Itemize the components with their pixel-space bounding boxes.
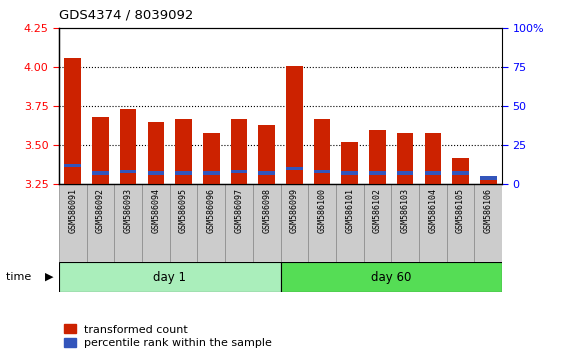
Bar [65, 58, 81, 184]
Bar [231, 119, 247, 184]
Bar [475, 184, 502, 262]
Bar [175, 171, 192, 175]
Text: GSM586101: GSM586101 [345, 188, 354, 233]
Bar [452, 171, 469, 175]
Text: GSM586095: GSM586095 [179, 188, 188, 233]
Bar [203, 133, 219, 184]
Bar [280, 184, 308, 262]
Bar [447, 184, 475, 262]
Bar [369, 171, 386, 175]
Bar [480, 176, 496, 179]
Bar [425, 133, 441, 184]
Bar [314, 170, 330, 173]
Bar [92, 171, 109, 175]
Bar [114, 184, 142, 262]
Text: GSM586094: GSM586094 [151, 188, 160, 233]
Bar [369, 130, 386, 184]
Text: GSM586104: GSM586104 [429, 188, 438, 233]
Bar [286, 167, 303, 170]
Text: GSM586096: GSM586096 [207, 188, 216, 233]
Bar [364, 184, 392, 262]
Text: GSM586100: GSM586100 [318, 188, 327, 233]
Text: GSM586092: GSM586092 [96, 188, 105, 233]
Bar [59, 184, 86, 262]
Bar [452, 158, 469, 184]
Bar [392, 184, 419, 262]
Bar [258, 125, 275, 184]
Bar [225, 184, 253, 262]
Text: GSM586091: GSM586091 [68, 188, 77, 233]
Bar [120, 109, 136, 184]
Bar [397, 133, 413, 184]
Text: time: time [6, 272, 34, 282]
Bar [342, 142, 358, 184]
Bar [336, 184, 364, 262]
Text: GSM586103: GSM586103 [401, 188, 410, 233]
Text: GSM586093: GSM586093 [123, 188, 132, 233]
Bar [175, 119, 192, 184]
Bar [253, 184, 280, 262]
Text: GSM586098: GSM586098 [262, 188, 271, 233]
Bar [148, 171, 164, 175]
Text: GSM586105: GSM586105 [456, 188, 465, 233]
Text: GSM586106: GSM586106 [484, 188, 493, 233]
Text: GSM586097: GSM586097 [234, 188, 243, 233]
Bar [86, 184, 114, 262]
Bar [286, 66, 303, 184]
Bar [308, 184, 336, 262]
Bar [142, 184, 169, 262]
Bar [342, 171, 358, 175]
Text: GSM586099: GSM586099 [290, 188, 299, 233]
Text: GSM586102: GSM586102 [373, 188, 382, 233]
Bar [258, 171, 275, 175]
Bar [120, 170, 136, 173]
Text: ▶: ▶ [45, 272, 53, 282]
Bar [59, 262, 280, 292]
Bar [280, 262, 502, 292]
Bar [169, 184, 197, 262]
Legend: transformed count, percentile rank within the sample: transformed count, percentile rank withi… [65, 324, 272, 348]
Text: GDS4374 / 8039092: GDS4374 / 8039092 [59, 9, 194, 22]
Bar [231, 170, 247, 173]
Bar [65, 164, 81, 167]
Bar [148, 122, 164, 184]
Bar [92, 117, 109, 184]
Bar [197, 184, 225, 262]
Bar [314, 119, 330, 184]
Bar [419, 184, 447, 262]
Text: day 1: day 1 [153, 270, 186, 284]
Bar [425, 171, 441, 175]
Bar [480, 176, 496, 184]
Bar [203, 171, 219, 175]
Bar [397, 171, 413, 175]
Text: day 60: day 60 [371, 270, 411, 284]
